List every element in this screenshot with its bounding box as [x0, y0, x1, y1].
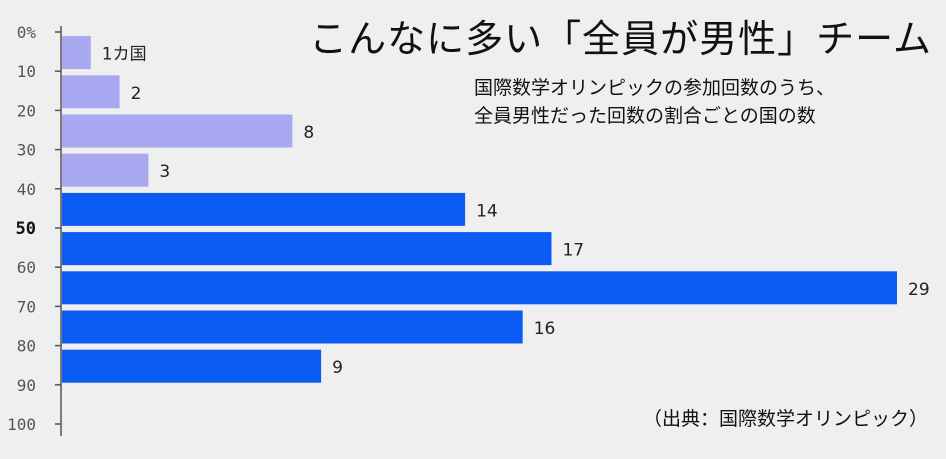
- bar-10-20: [62, 75, 120, 109]
- bar-80-90: [62, 349, 322, 383]
- bar-60-70: [62, 271, 897, 305]
- bar-value-label: 3: [159, 162, 170, 182]
- y-tick-label: 40: [17, 180, 36, 199]
- bar-20-30: [62, 114, 293, 148]
- bar-0-10: [62, 36, 91, 70]
- y-tick-label: 70: [17, 297, 36, 316]
- y-tick-label: 50: [16, 219, 36, 239]
- bar-value-label: 14: [476, 201, 498, 221]
- bar-value-label: 29: [908, 280, 930, 300]
- chart-title: こんなに多い「全員が男性」チーム: [309, 17, 932, 61]
- y-tick-label: 80: [17, 337, 36, 356]
- bar-40-50: [62, 192, 466, 226]
- subtitle-line-2: 全員男性だった回数の割合ごとの国の数: [474, 105, 816, 127]
- y-tick-label: 60: [17, 258, 36, 277]
- y-tick-label: 30: [17, 141, 36, 160]
- bar-30-40: [62, 153, 149, 187]
- bar-value-label: 8: [303, 123, 314, 143]
- source-note: （出典：国際数学オリンピック）: [642, 408, 928, 430]
- y-tick-label: 20: [17, 101, 36, 120]
- bar-value-label: 17: [562, 241, 584, 261]
- bar-70-80: [62, 310, 523, 344]
- bar-value-label: 16: [534, 319, 556, 339]
- bar-value-label: 2: [131, 84, 142, 104]
- bar-50-60: [62, 232, 552, 266]
- bar-value-label: 1カ国: [102, 45, 147, 65]
- y-tick-label: 0%: [17, 23, 37, 42]
- bar-value-label: 9: [332, 358, 343, 378]
- y-tick-label: 100: [7, 415, 36, 434]
- chart-subtitle: 国際数学オリンピックの参加回数のうち、 全員男性だった回数の割合ごとの国の数: [474, 74, 835, 130]
- subtitle-line-1: 国際数学オリンピックの参加回数のうち、: [474, 77, 836, 99]
- y-tick-label: 10: [17, 62, 36, 81]
- y-tick-label: 90: [17, 376, 36, 395]
